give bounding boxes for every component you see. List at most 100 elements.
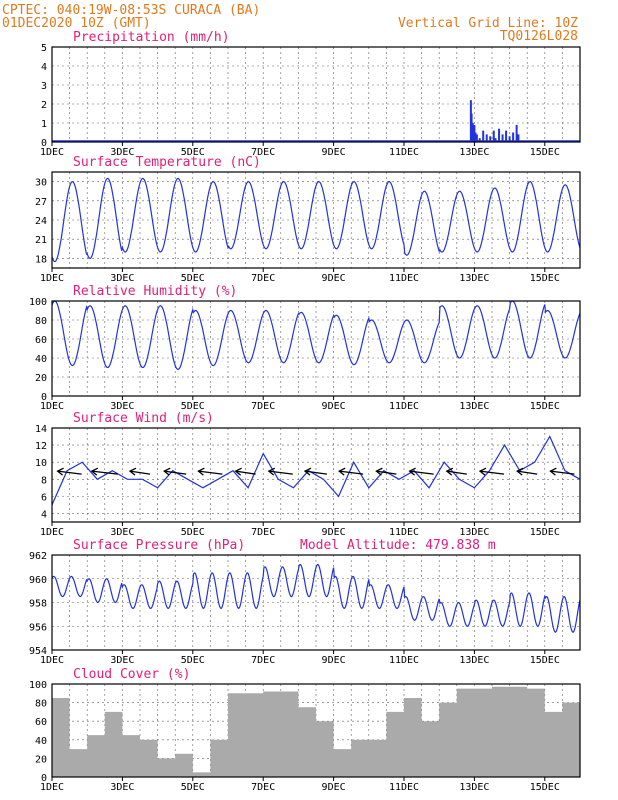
panel-frame xyxy=(51,683,581,778)
wind-vector-head xyxy=(197,467,205,476)
header-datetime: 01DEC2020 10Z (GMT) xyxy=(2,16,151,31)
x-tick-label: 11DEC xyxy=(389,527,419,538)
panel-2: 18 21 24 27 30 1DEC 3DEC 5DEC 7DEC 9DEC 11DEC 13DEC… xyxy=(35,155,581,284)
x-tick-label: 9DEC xyxy=(322,527,346,538)
wind-vector-head xyxy=(163,467,171,476)
wind-vector-head xyxy=(56,467,64,476)
header-vertical-grid: Vertical Grid Line: 10Z xyxy=(398,16,578,31)
panel-title: Relative Humidity (%) xyxy=(73,284,237,299)
panel-frame xyxy=(51,554,581,651)
x-tick-label: 7DEC xyxy=(251,401,275,412)
y-tick-label: 8 xyxy=(41,475,47,486)
wind-vector xyxy=(91,470,118,475)
x-tick-label: 5DEC xyxy=(181,147,205,158)
x-tick-label: 1DEC xyxy=(40,527,64,538)
x-tick-label: 7DEC xyxy=(251,273,275,284)
x-tick-label: 15DEC xyxy=(530,782,560,793)
panel-frame xyxy=(51,300,581,397)
y-tick-label: 0 xyxy=(41,773,47,784)
series-line xyxy=(51,563,581,633)
x-tick-label: 3DEC xyxy=(110,655,134,666)
x-tick-label: 5DEC xyxy=(181,782,205,793)
x-tick-label: 15DEC xyxy=(530,655,560,666)
wind-vector xyxy=(164,470,187,475)
x-tick-label: 1DEC xyxy=(40,655,64,666)
x-tick-label: 9DEC xyxy=(322,655,346,666)
wind-vector xyxy=(57,470,82,475)
wind-vector-head xyxy=(375,467,383,476)
wind-vector xyxy=(517,470,538,475)
wind-vector-head xyxy=(408,467,416,476)
x-tick-label: 5DEC xyxy=(181,273,205,284)
y-tick-label: 14 xyxy=(35,424,47,435)
wind-vector-head xyxy=(303,467,312,476)
x-tick-label: 13DEC xyxy=(459,401,489,412)
y-tick-label: 958 xyxy=(29,599,47,610)
x-tick-label: 1DEC xyxy=(40,782,64,793)
wind-vector xyxy=(268,470,293,475)
x-tick-label: 1DEC xyxy=(40,147,64,158)
x-tick-label: 15DEC xyxy=(530,273,560,284)
x-tick-label: 3DEC xyxy=(110,527,134,538)
x-tick-label: 7DEC xyxy=(251,655,275,666)
y-tick-label: 5 xyxy=(41,43,47,54)
x-tick-label: 3DEC xyxy=(110,782,134,793)
x-tick-label: 3DEC xyxy=(110,273,134,284)
wind-vector xyxy=(446,470,467,475)
y-tick-label: 40 xyxy=(35,354,47,365)
x-tick-label: 13DEC xyxy=(459,273,489,284)
y-tick-label: 21 xyxy=(35,235,47,246)
y-tick-label: 4 xyxy=(41,509,47,520)
series-line xyxy=(51,435,581,506)
x-tick-label: 11DEC xyxy=(389,147,419,158)
y-tick-label: 60 xyxy=(35,335,47,346)
y-tick-label: 20 xyxy=(35,754,47,765)
wind-vector xyxy=(376,470,397,475)
panel-frame xyxy=(51,171,581,269)
y-tick-label: 20 xyxy=(35,373,47,384)
x-tick-label: 13DEC xyxy=(459,527,489,538)
wind-vector xyxy=(198,470,223,475)
panel-1: 0 1 2 3 4 5 1DEC 3DEC 5DEC 7DEC 9DEC 11DEC 13DEC 15DE… xyxy=(40,30,581,158)
y-tick-label: 962 xyxy=(29,551,47,562)
y-tick-label: 80 xyxy=(35,699,47,710)
y-tick-label: 80 xyxy=(35,316,47,327)
wind-vector xyxy=(409,470,434,475)
x-tick-label: 9DEC xyxy=(322,147,346,158)
x-tick-label: 5DEC xyxy=(181,527,205,538)
y-tick-label: 4 xyxy=(41,62,47,73)
x-tick-label: 9DEC xyxy=(322,782,346,793)
x-tick-label: 3DEC xyxy=(110,401,134,412)
panel-title: Precipitation (mm/h) xyxy=(73,30,230,45)
y-tick-label: 0 xyxy=(41,392,47,403)
y-tick-label: 10 xyxy=(35,458,47,469)
y-tick-label: 24 xyxy=(35,216,47,227)
y-tick-label: 1 xyxy=(41,119,47,130)
y-tick-label: 27 xyxy=(35,197,47,208)
x-tick-label: 11DEC xyxy=(389,401,419,412)
x-tick-label: 5DEC xyxy=(181,655,205,666)
x-tick-label: 11DEC xyxy=(389,273,419,284)
wind-vector-head xyxy=(234,467,242,476)
y-tick-label: 3 xyxy=(41,81,47,92)
panel-title: Surface Pressure (hPa) xyxy=(73,538,245,553)
series-line xyxy=(51,300,581,371)
x-tick-label: 1DEC xyxy=(40,401,64,412)
x-tick-label: 7DEC xyxy=(251,782,275,793)
x-tick-label: 5DEC xyxy=(181,401,205,412)
x-tick-label: 11DEC xyxy=(389,655,419,666)
x-tick-label: 13DEC xyxy=(459,782,489,793)
wind-vector-head xyxy=(338,467,346,476)
panel-frame xyxy=(51,46,581,143)
wind-vector xyxy=(550,470,575,475)
wind-vector xyxy=(235,470,256,475)
wind-vector-head xyxy=(478,467,487,476)
y-tick-label: 12 xyxy=(35,441,47,452)
y-tick-label: 100 xyxy=(29,680,47,691)
wind-vector xyxy=(479,470,505,475)
x-tick-label: 1DEC xyxy=(40,273,64,284)
x-tick-label: 7DEC xyxy=(251,147,275,158)
header-model-code: TQ0126L028 xyxy=(500,29,578,44)
x-tick-label: 3DEC xyxy=(110,147,134,158)
